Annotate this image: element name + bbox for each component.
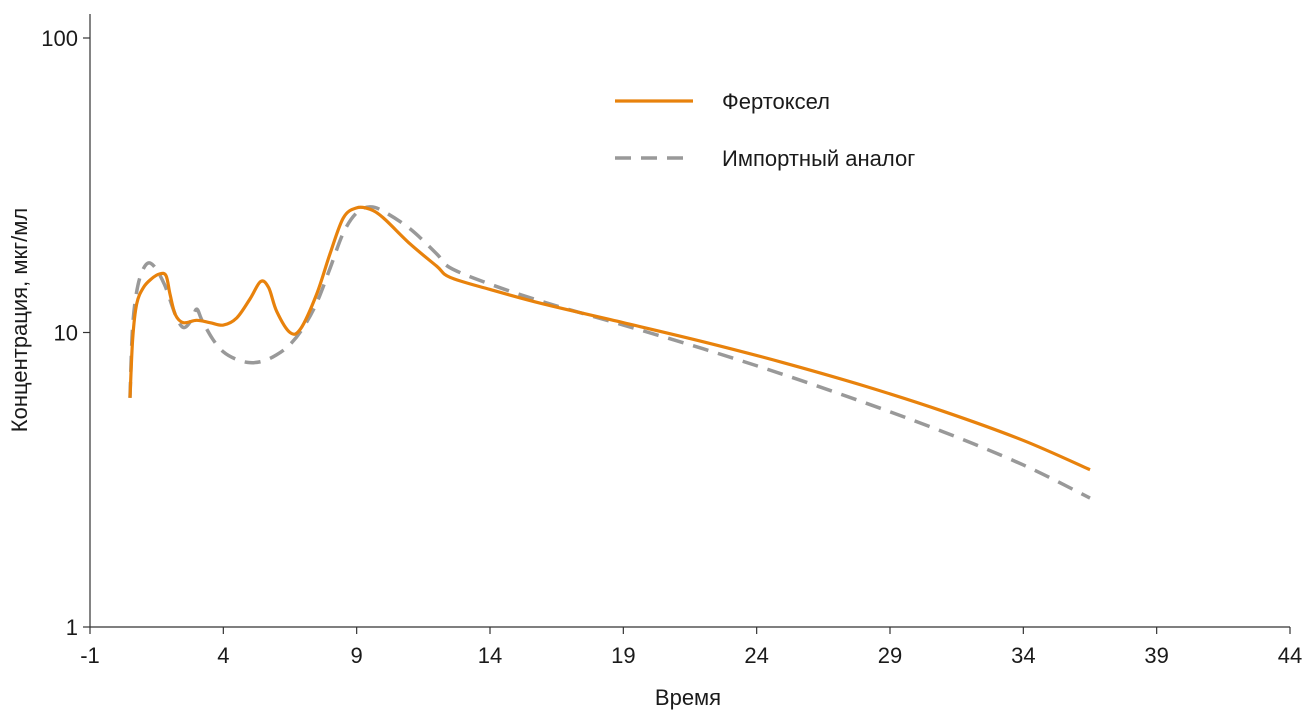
x-axis-title: Время <box>655 685 721 710</box>
series <box>128 205 1091 500</box>
legend: Фертоксел Импортный аналог <box>615 89 915 171</box>
y-tick-label: 1 <box>66 615 78 640</box>
x-tick-label: 9 <box>351 643 363 668</box>
x-tick-label: 39 <box>1144 643 1168 668</box>
series-line-2 <box>128 205 1091 500</box>
x-tick-label: 4 <box>217 643 229 668</box>
x-tick-label: -1 <box>80 643 100 668</box>
legend-label-1: Фертоксел <box>722 89 830 114</box>
ticks: -1 4 9 14 19 24 29 34 39 44 1 10 100 <box>41 26 1302 668</box>
y-axis-title: Концентрация, мкг/мл <box>7 208 32 432</box>
y-tick-label: 100 <box>41 26 78 51</box>
x-tick-label: 44 <box>1278 643 1302 668</box>
y-tick-label: 10 <box>54 321 78 346</box>
x-tick-label: 19 <box>611 643 635 668</box>
x-tick-label: 24 <box>744 643 768 668</box>
legend-label-2: Импортный аналог <box>722 146 915 171</box>
x-tick-label: 29 <box>878 643 902 668</box>
axes <box>89 14 1290 628</box>
x-tick-label: 34 <box>1011 643 1035 668</box>
series-line-1 <box>128 205 1091 472</box>
x-tick-label: 14 <box>478 643 502 668</box>
